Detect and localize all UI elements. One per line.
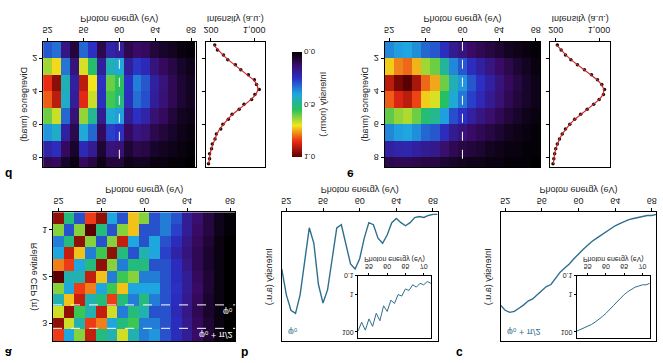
svg-text:70: 70 — [420, 263, 428, 270]
svg-text:70: 70 — [639, 263, 647, 270]
svg-text:6: 6 — [374, 119, 379, 129]
svg-text:Relative CEP (π): Relative CEP (π) — [29, 243, 39, 311]
svg-text:56: 56 — [421, 25, 431, 35]
svg-text:1,000: 1,000 — [588, 25, 611, 35]
svg-text:Intensity (a.u.): Intensity (a.u.) — [552, 14, 609, 24]
svg-text:64: 64 — [494, 25, 504, 35]
svg-text:68: 68 — [225, 196, 235, 206]
svg-text:60: 60 — [602, 263, 610, 270]
svg-text:d: d — [5, 167, 12, 181]
svg-text:Photon energy (eV): Photon energy (eV) — [583, 255, 644, 263]
svg-text:68: 68 — [647, 196, 657, 206]
svg-text:65: 65 — [402, 263, 410, 270]
svg-text:60: 60 — [355, 196, 365, 206]
svg-text:52: 52 — [384, 25, 394, 35]
svg-text:φ₀ + π/2: φ₀ + π/2 — [507, 327, 541, 337]
svg-text:60: 60 — [457, 25, 467, 35]
svg-text:0.0: 0.0 — [304, 47, 316, 56]
svg-text:Intensity (a.u.): Intensity (a.u.) — [483, 248, 493, 305]
svg-text:60: 60 — [573, 196, 583, 206]
svg-text:100: 100 — [342, 329, 354, 336]
svg-text:Divergence (mrad): Divergence (mrad) — [19, 67, 29, 142]
svg-text:1: 1 — [42, 225, 47, 235]
svg-text:0.5: 0.5 — [304, 100, 316, 109]
svg-text:b: b — [241, 346, 248, 360]
svg-text:Photon energy (eV): Photon energy (eV) — [80, 14, 158, 24]
svg-text:c: c — [456, 346, 463, 360]
svg-text:Divergence (mrad): Divergence (mrad) — [360, 67, 370, 142]
svg-text:100: 100 — [561, 329, 573, 336]
svg-text:6: 6 — [32, 119, 37, 129]
svg-text:1: 1 — [569, 291, 573, 298]
svg-text:1.0: 1.0 — [304, 152, 316, 161]
svg-text:e: e — [347, 167, 354, 181]
svg-text:0.1: 0.1 — [563, 272, 573, 279]
svg-text:Photon energy (eV): Photon energy (eV) — [423, 14, 501, 24]
svg-text:a: a — [5, 346, 12, 360]
svg-text:68: 68 — [186, 25, 196, 35]
svg-text:Photon energy (eV): Photon energy (eV) — [539, 185, 617, 195]
svg-text:1,000: 1,000 — [243, 25, 266, 35]
svg-text:65: 65 — [620, 263, 628, 270]
svg-text:4: 4 — [32, 86, 37, 96]
svg-text:60: 60 — [139, 196, 149, 206]
svg-text:2: 2 — [42, 272, 47, 282]
svg-text:64: 64 — [610, 196, 620, 206]
svg-text:0.1: 0.1 — [344, 272, 354, 279]
svg-text:60: 60 — [383, 263, 391, 270]
svg-text:52: 52 — [281, 196, 291, 206]
svg-text:64: 64 — [150, 25, 160, 35]
svg-text:Intensity (a.u.): Intensity (a.u.) — [207, 14, 264, 24]
svg-text:56: 56 — [78, 25, 88, 35]
svg-text:2: 2 — [374, 53, 379, 63]
svg-text:56: 56 — [96, 196, 106, 206]
svg-text:55: 55 — [584, 263, 592, 270]
svg-text:1: 1 — [350, 291, 354, 298]
svg-text:φ₀: φ₀ — [223, 307, 233, 317]
svg-text:64: 64 — [391, 196, 401, 206]
svg-text:Intensity (norm.): Intensity (norm.) — [318, 72, 328, 137]
svg-text:2: 2 — [32, 53, 37, 63]
svg-text:4: 4 — [374, 86, 379, 96]
svg-text:φ₀ + π/2: φ₀ + π/2 — [199, 330, 233, 340]
svg-text:8: 8 — [374, 152, 379, 162]
svg-text:64: 64 — [182, 196, 192, 206]
svg-text:Photon energy (eV): Photon energy (eV) — [364, 255, 425, 263]
svg-text:200: 200 — [548, 25, 563, 35]
svg-text:Photon energy (eV): Photon energy (eV) — [321, 185, 399, 195]
svg-text:52: 52 — [43, 25, 53, 35]
svg-text:3: 3 — [42, 319, 47, 329]
svg-text:56: 56 — [318, 196, 328, 206]
svg-text:200: 200 — [203, 25, 218, 35]
svg-text:68: 68 — [428, 196, 438, 206]
svg-text:56: 56 — [537, 196, 547, 206]
svg-text:55: 55 — [365, 263, 373, 270]
svg-text:68: 68 — [531, 25, 541, 35]
svg-text:52: 52 — [500, 196, 510, 206]
svg-text:52: 52 — [53, 196, 63, 206]
svg-text:60: 60 — [114, 25, 124, 35]
svg-text:8: 8 — [32, 152, 37, 162]
svg-text:Photon energy (eV): Photon energy (eV) — [105, 185, 183, 195]
svg-text:Intensity (a.u.): Intensity (a.u.) — [264, 248, 274, 305]
svg-text:φ₀: φ₀ — [288, 327, 298, 337]
